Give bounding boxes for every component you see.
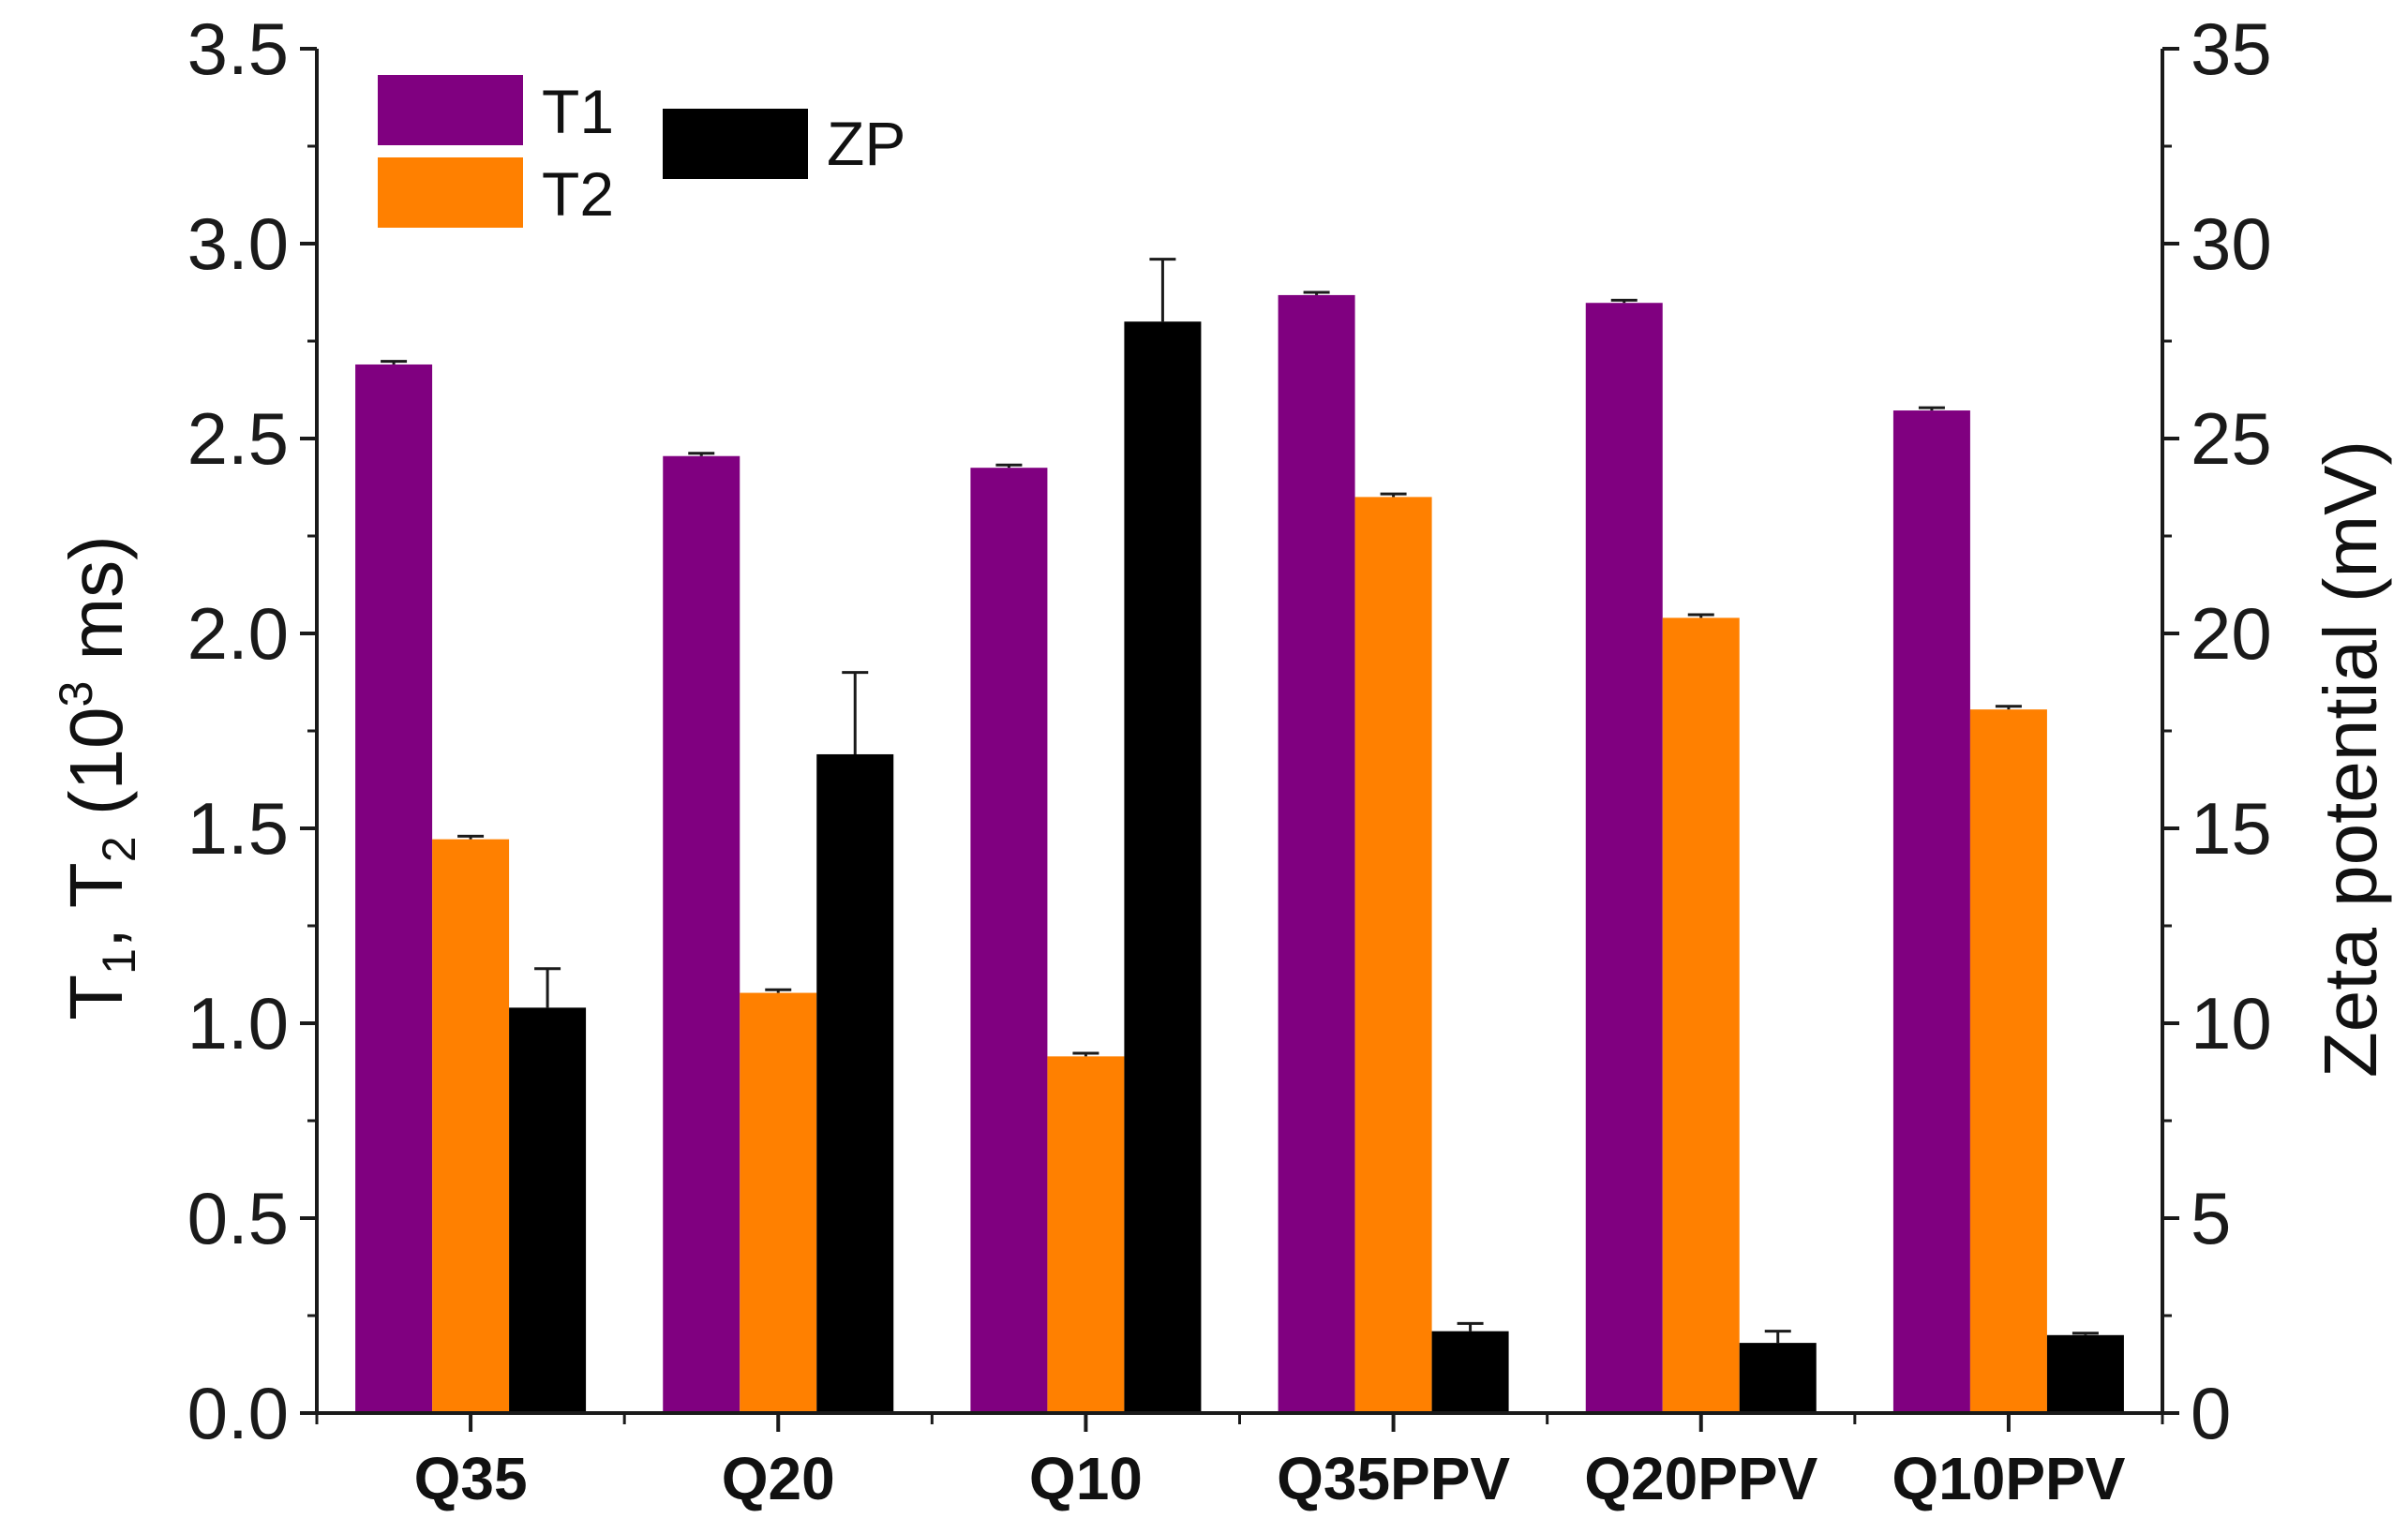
errorbar-t2-q20 xyxy=(765,988,792,993)
legend-swatch-t1 xyxy=(378,75,523,145)
bar-t2-q20ppv xyxy=(1662,618,1740,1413)
bar-zp-q10ppv xyxy=(2046,1334,2124,1413)
bar-t1-q35ppv xyxy=(1278,294,1355,1413)
y-right-tick-label: 0 xyxy=(2191,1372,2231,1454)
y-left-title-sep: , xyxy=(54,908,138,948)
bar-t1-q20 xyxy=(663,455,740,1414)
errorbar-zp-q10ppv xyxy=(2071,1332,2099,1335)
errorbar-t1-q20ppv xyxy=(1610,298,1638,304)
bar-t2-q10 xyxy=(1047,1056,1125,1413)
bar-zp-q20ppv xyxy=(1739,1343,1817,1413)
y-left-tick-label: 2.5 xyxy=(187,397,289,480)
y-left-tick-label: 1.5 xyxy=(187,787,289,870)
x-tick-label-q35ppv: Q35PPV xyxy=(1277,1445,1510,1512)
bar-zp-q35 xyxy=(509,1007,587,1413)
bar-t2-q20 xyxy=(740,992,817,1413)
errorbar-t2-q10 xyxy=(1072,1051,1099,1057)
y-left-title-t2: T xyxy=(54,862,138,908)
y-right-tick-label: 25 xyxy=(2191,397,2272,480)
errorbar-zp-q10 xyxy=(1149,258,1176,322)
legend-label-zp: ZP xyxy=(827,109,905,178)
y-left-tick-label: 0.5 xyxy=(187,1177,289,1259)
tick-labels-group: 0.0 0.5 1.0 1.5 2.0 2.5 3.0 3.5 0 5 10 15 20 25 30 35 Q3… xyxy=(187,7,2272,1512)
errorbar-t2-q10ppv xyxy=(1995,705,2022,710)
bar-t1-q20ppv xyxy=(1585,303,1663,1414)
y-right-tick-label: 20 xyxy=(2191,592,2272,675)
bar-zp-q10 xyxy=(1124,321,1202,1414)
y-left-title-sub1: 1 xyxy=(93,948,145,975)
y-right-tick-label: 15 xyxy=(2191,787,2272,870)
y-axis-right-title: Zeta potential (mV) xyxy=(2309,440,2392,1078)
y-left-tick-label: 3.5 xyxy=(187,7,289,90)
legend-swatch-t2 xyxy=(378,157,523,228)
errorbar-zp-q35ppv xyxy=(1457,1321,1484,1332)
x-tick-label-q10: Q10 xyxy=(1029,1445,1143,1512)
bar-t1-q10ppv xyxy=(1892,410,1970,1414)
legend-label-t1: T1 xyxy=(542,77,614,146)
legend-swatch-zp xyxy=(663,109,808,179)
errorbar-t1-q35ppv xyxy=(1303,290,1330,295)
y-left-title-close: ms) xyxy=(54,535,138,681)
y-left-title-sub2: 2 xyxy=(93,836,145,862)
x-tick-label-q35: Q35 xyxy=(414,1445,528,1512)
bars-group xyxy=(355,294,2124,1414)
bar-zp-q20 xyxy=(816,753,894,1413)
y-left-tick-label: 3.0 xyxy=(187,202,289,285)
bar-t1-q35 xyxy=(355,364,433,1414)
bar-t2-q35ppv xyxy=(1354,497,1432,1413)
y-right-tick-label: 35 xyxy=(2191,7,2272,90)
y-left-title-sup: 3 xyxy=(50,681,102,707)
y-left-tick-label: 1.0 xyxy=(187,982,289,1064)
errorbar-t2-q35 xyxy=(457,834,485,840)
axes-group xyxy=(315,49,2164,1415)
y-right-tick-label: 10 xyxy=(2191,982,2272,1064)
errorbar-t1-q35 xyxy=(381,360,408,365)
x-tick-label-q20: Q20 xyxy=(722,1445,835,1512)
x-tick-label-q10ppv: Q10PPV xyxy=(1892,1445,2125,1512)
errorbar-t2-q35ppv xyxy=(1380,492,1407,498)
errorbar-zp-q20ppv xyxy=(1764,1330,1791,1344)
x-tick-label-q20ppv: Q20PPV xyxy=(1584,1445,1817,1512)
errorbar-t2-q20ppv xyxy=(1687,613,1714,618)
legend-label-t2: T2 xyxy=(542,159,614,229)
bar-zp-q35ppv xyxy=(1431,1331,1509,1413)
legend: T1 T2 ZP xyxy=(378,75,905,229)
y-axis-left-title: T1, T2 (103 ms) xyxy=(50,535,145,1020)
errorbar-t1-q20 xyxy=(688,452,715,456)
y-left-tick-label: 0.0 xyxy=(187,1372,289,1454)
ticks-group xyxy=(300,47,2179,1432)
error-bars-group xyxy=(381,258,2099,1344)
y-right-tick-label: 5 xyxy=(2191,1177,2231,1259)
y-left-tick-label: 2.0 xyxy=(187,592,289,675)
y-right-tick-label: 30 xyxy=(2191,202,2272,285)
bar-t1-q10 xyxy=(970,468,1048,1413)
y-left-title-open: (10 xyxy=(54,707,138,837)
bar-t2-q10ppv xyxy=(1969,709,2047,1413)
errorbar-t1-q10 xyxy=(995,463,1023,469)
errorbar-t1-q10ppv xyxy=(1918,406,1945,411)
errorbar-zp-q35 xyxy=(534,967,561,1008)
errorbar-zp-q20 xyxy=(842,671,869,754)
y-left-title-t1: T xyxy=(54,975,138,1020)
bar-t2-q35 xyxy=(432,839,510,1413)
